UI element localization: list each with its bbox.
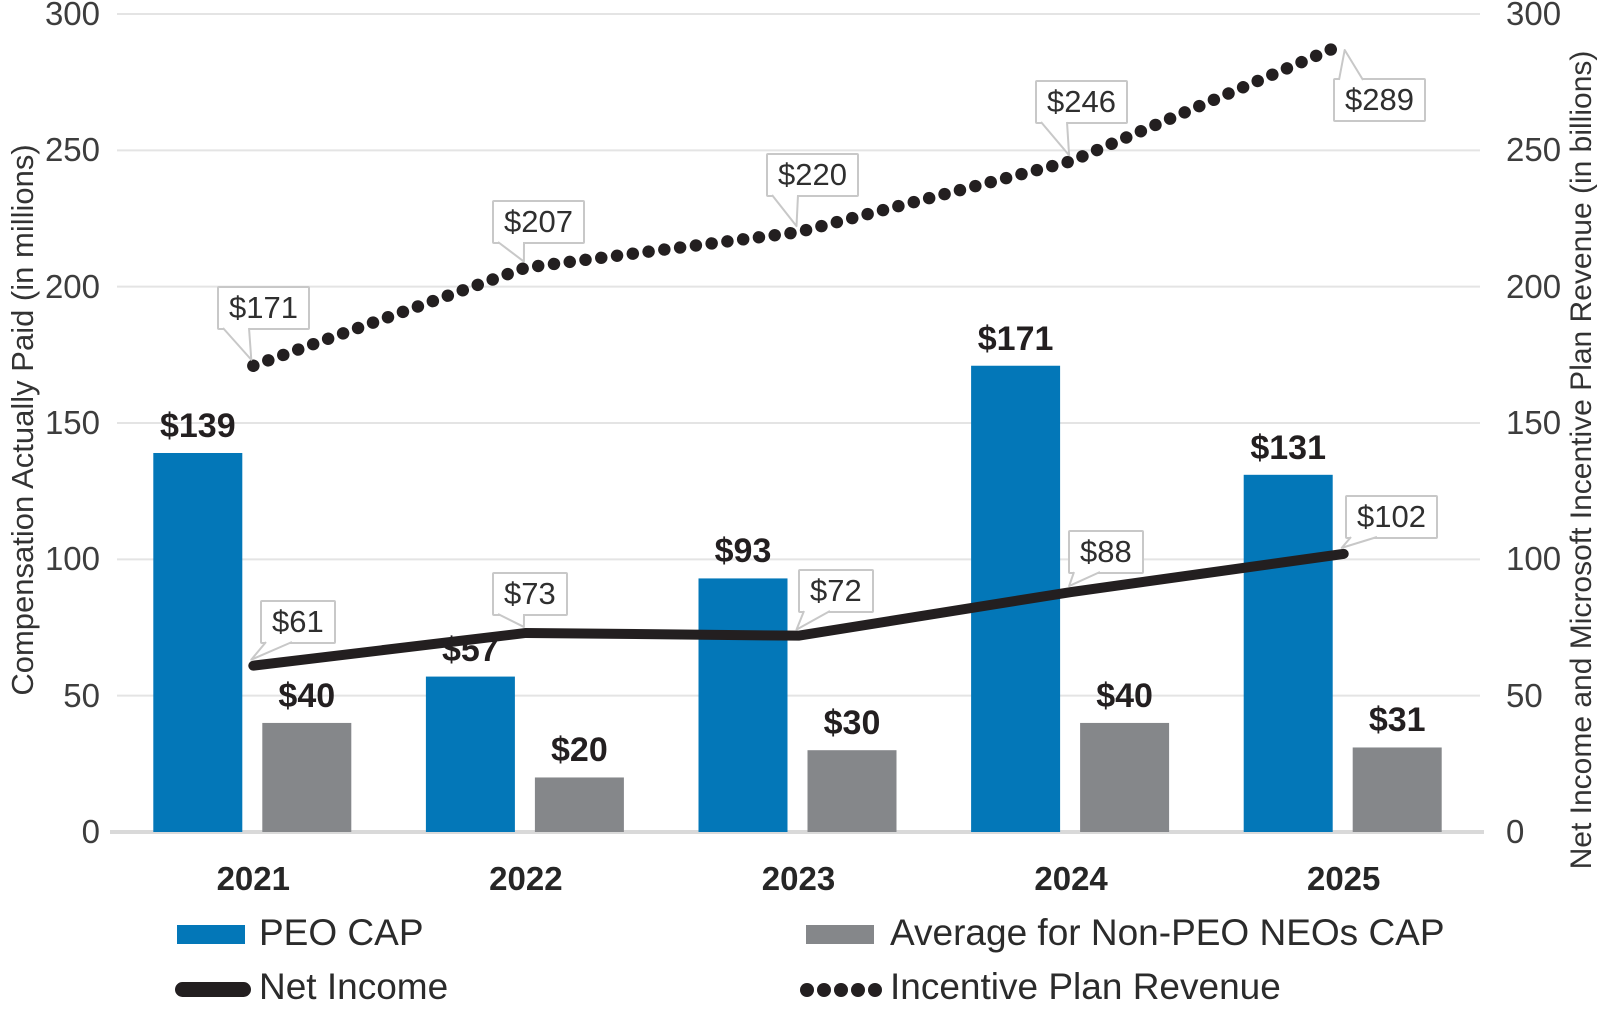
y-tick-label-left: 0 [81,813,100,850]
incentive-plan-revenue-callout: $246 [1035,80,1128,124]
x-tick-label: 2025 [1306,860,1381,897]
y-tick-label-right: 0 [1506,813,1525,850]
bar-value-label: $31 [1368,701,1426,740]
y-tick-label-right: 200 [1506,267,1562,305]
incentive-plan-revenue-line [247,37,1350,372]
bar-value-label: $30 [823,704,881,743]
legend-label-net-income: Net Income [259,966,449,1007]
y-tick-label-left: 200 [44,267,100,305]
legend-dot [800,983,814,997]
legend-swatch-incentive-plan-revenue [800,983,882,997]
legend-swatch-net-income [175,982,251,997]
bar-peo-cap-2025 [1243,474,1333,832]
y-tick-label-left: 300 [44,0,100,32]
bar-value-label: $20 [551,731,608,770]
y-tick-label-left: 150 [44,404,100,441]
x-tick-label: 2023 [761,860,836,897]
bar-non-peo-neos-cap-2024 [1080,722,1170,832]
legend-dot [817,983,831,997]
incentive-plan-revenue-callout: $220 [766,153,859,197]
bar-non-peo-neos-cap-2022 [534,777,624,832]
incentive-plan-revenue-callout: $171 [217,286,310,330]
bar-value-label: $139 [159,406,236,445]
y-tick-label-right: 300 [1506,0,1562,32]
bar-non-peo-neos-cap-2023 [807,750,897,832]
legend-dot [834,983,848,997]
y-tick-label-left: 50 [63,676,100,714]
legend-label-average-for-non-peo-neos-cap: Average for Non-PEO NEOs CAP [890,912,1445,953]
x-tick-label: 2021 [216,860,290,897]
bar-peo-cap-2021 [153,452,243,832]
bar-peo-cap-2023 [698,578,788,832]
net-income-callout: $72 [798,569,874,613]
bar-value-label: $131 [1250,428,1326,467]
x-tick-label: 2024 [1034,860,1108,897]
net-income-callout: $61 [260,600,336,644]
y-tick-label-left: 100 [44,540,100,578]
y-tick-label-right: 250 [1506,131,1562,169]
y-tick-label-left: 250 [44,131,100,169]
y-tick-label-right: 100 [1506,540,1562,578]
legend-swatch-peo-cap [177,925,245,944]
net-income-callout: $73 [492,572,568,616]
bar-peo-cap-2022 [425,676,515,832]
net-income-callout: $88 [1068,530,1144,574]
incentive-plan-revenue-callout: $289 [1333,78,1426,122]
net-income-line [248,548,1349,671]
bar-value-label: $171 [977,319,1054,358]
bar-value-label: $40 [1096,676,1153,715]
legend-dot [851,983,865,997]
bar-value-label: $57 [442,630,499,669]
bar-non-peo-neos-cap-2021 [262,722,352,832]
net-income-callout: $102 [1345,495,1438,539]
legend-label-incentive-plan-revenue: Incentive Plan Revenue [890,966,1281,1007]
legend-label-peo-cap: PEO CAP [259,912,424,953]
bar-non-peo-neos-cap-2025 [1352,747,1442,832]
legend-dot [868,983,882,997]
bar-value-label: $93 [714,532,772,571]
legend-swatch-average-for-non-peo-neos-cap [806,925,874,944]
y-tick-label-right: 150 [1506,404,1562,441]
x-tick-label: 2022 [489,860,563,897]
incentive-plan-revenue-callout: $207 [492,200,585,244]
bar-value-label: $40 [278,676,336,715]
y-tick-label-right: 50 [1506,676,1543,714]
